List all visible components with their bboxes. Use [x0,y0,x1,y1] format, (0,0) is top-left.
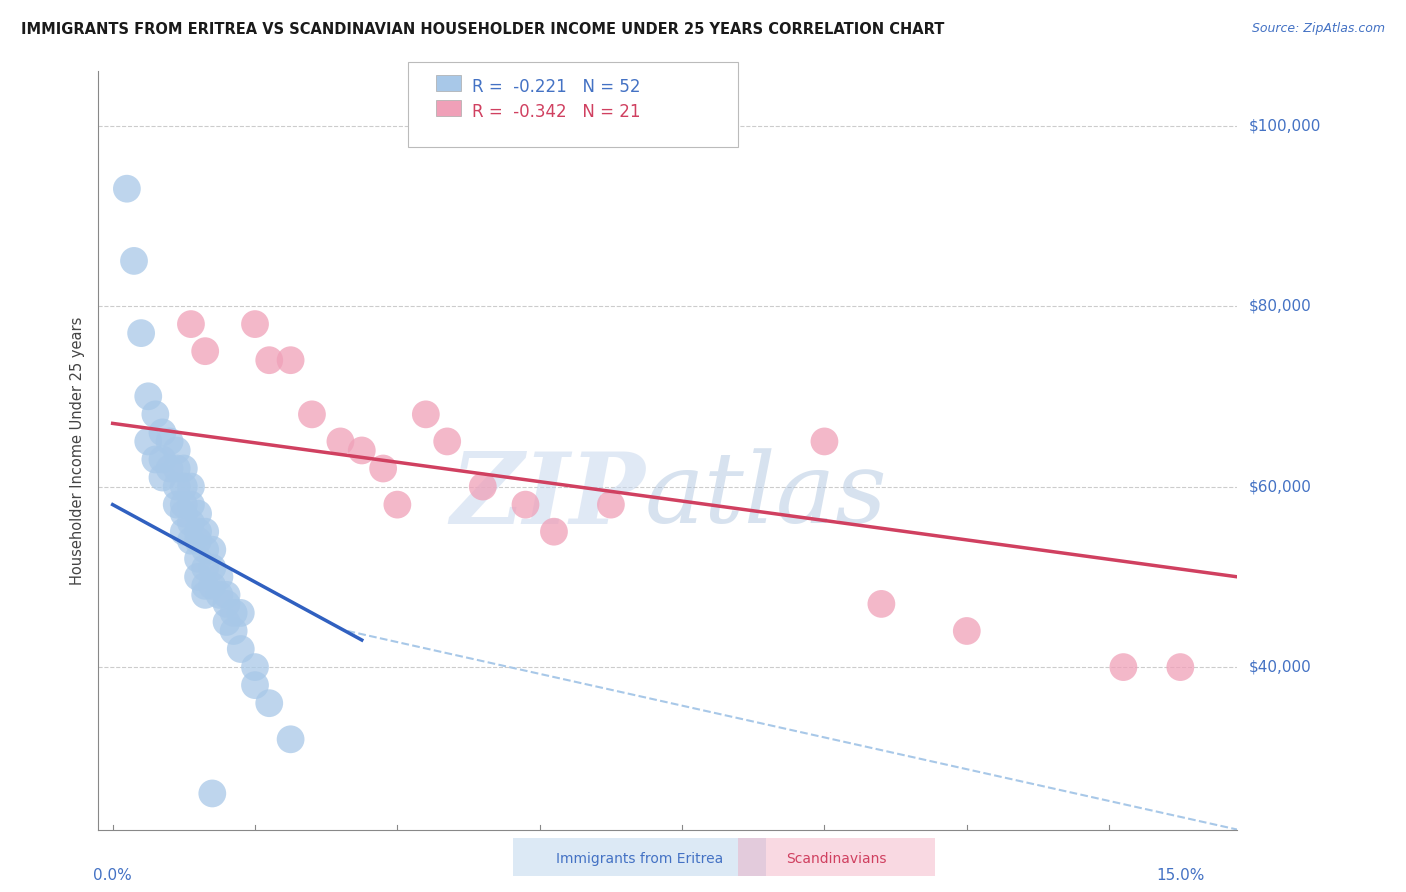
Point [215,597,238,611]
Text: $60,000: $60,000 [1249,479,1312,494]
Point [301,408,323,422]
Point [215,588,238,602]
Point [173,498,195,512]
Point [350,443,373,458]
Point [173,461,195,475]
Point [222,606,245,620]
Point [543,524,565,539]
Point [173,479,195,493]
Point [173,507,195,521]
Point [187,524,209,539]
Point [187,507,209,521]
Point [129,326,152,340]
Text: $80,000: $80,000 [1249,299,1312,314]
Point [870,597,893,611]
Point [194,524,217,539]
Point [166,498,188,512]
Point [222,624,245,638]
Text: IMMIGRANTS FROM ERITREA VS SCANDINAVIAN HOUSEHOLDER INCOME UNDER 25 YEARS CORREL: IMMIGRANTS FROM ERITREA VS SCANDINAVIAN … [21,22,945,37]
Point [600,498,623,512]
Point [201,579,224,593]
Y-axis label: Householder Income Under 25 years: Householder Income Under 25 years [69,317,84,584]
Point [229,606,252,620]
Point [208,588,231,602]
Point [208,570,231,584]
Point [180,533,202,548]
Point [194,344,217,359]
Text: 15.0%: 15.0% [1156,869,1205,883]
Point [187,570,209,584]
Point [166,443,188,458]
Point [180,516,202,530]
Point [180,498,202,512]
Point [1112,660,1135,674]
Point [280,353,302,368]
Point [136,389,159,403]
Point [201,561,224,575]
Point [329,434,352,449]
Text: R =  -0.342   N = 21: R = -0.342 N = 21 [472,103,641,121]
Point [280,732,302,747]
Point [1170,660,1192,674]
Point [166,461,188,475]
Text: Immigrants from Eritrea: Immigrants from Eritrea [557,852,723,866]
Point [371,461,394,475]
Point [201,542,224,557]
Point [259,696,281,710]
Text: R =  -0.221   N = 52: R = -0.221 N = 52 [472,78,641,96]
Point [180,479,202,493]
Point [415,408,437,422]
Point [215,615,238,629]
Point [180,317,202,331]
Point [243,660,266,674]
Point [229,642,252,657]
Point [259,353,281,368]
Point [136,434,159,449]
Point [145,408,167,422]
Point [159,434,181,449]
Point [115,182,138,196]
Text: atlas: atlas [645,449,887,543]
Point [243,678,266,692]
Point [515,498,537,512]
Point [194,588,217,602]
Point [145,452,167,467]
Point [152,452,174,467]
Text: Source: ZipAtlas.com: Source: ZipAtlas.com [1251,22,1385,36]
Text: 0.0%: 0.0% [93,869,132,883]
Point [194,561,217,575]
Point [187,551,209,566]
Point [122,253,145,268]
Point [173,524,195,539]
Text: $40,000: $40,000 [1249,659,1312,674]
Point [166,479,188,493]
Text: ZIP: ZIP [450,448,645,544]
Point [436,434,458,449]
Text: $100,000: $100,000 [1249,118,1320,133]
Point [159,461,181,475]
Point [387,498,409,512]
Point [194,542,217,557]
Point [956,624,979,638]
Point [201,787,224,801]
Point [194,579,217,593]
Point [471,479,494,493]
Point [243,317,266,331]
Point [813,434,835,449]
Point [187,533,209,548]
Point [152,470,174,484]
Point [152,425,174,440]
Text: Scandinavians: Scandinavians [786,852,887,866]
